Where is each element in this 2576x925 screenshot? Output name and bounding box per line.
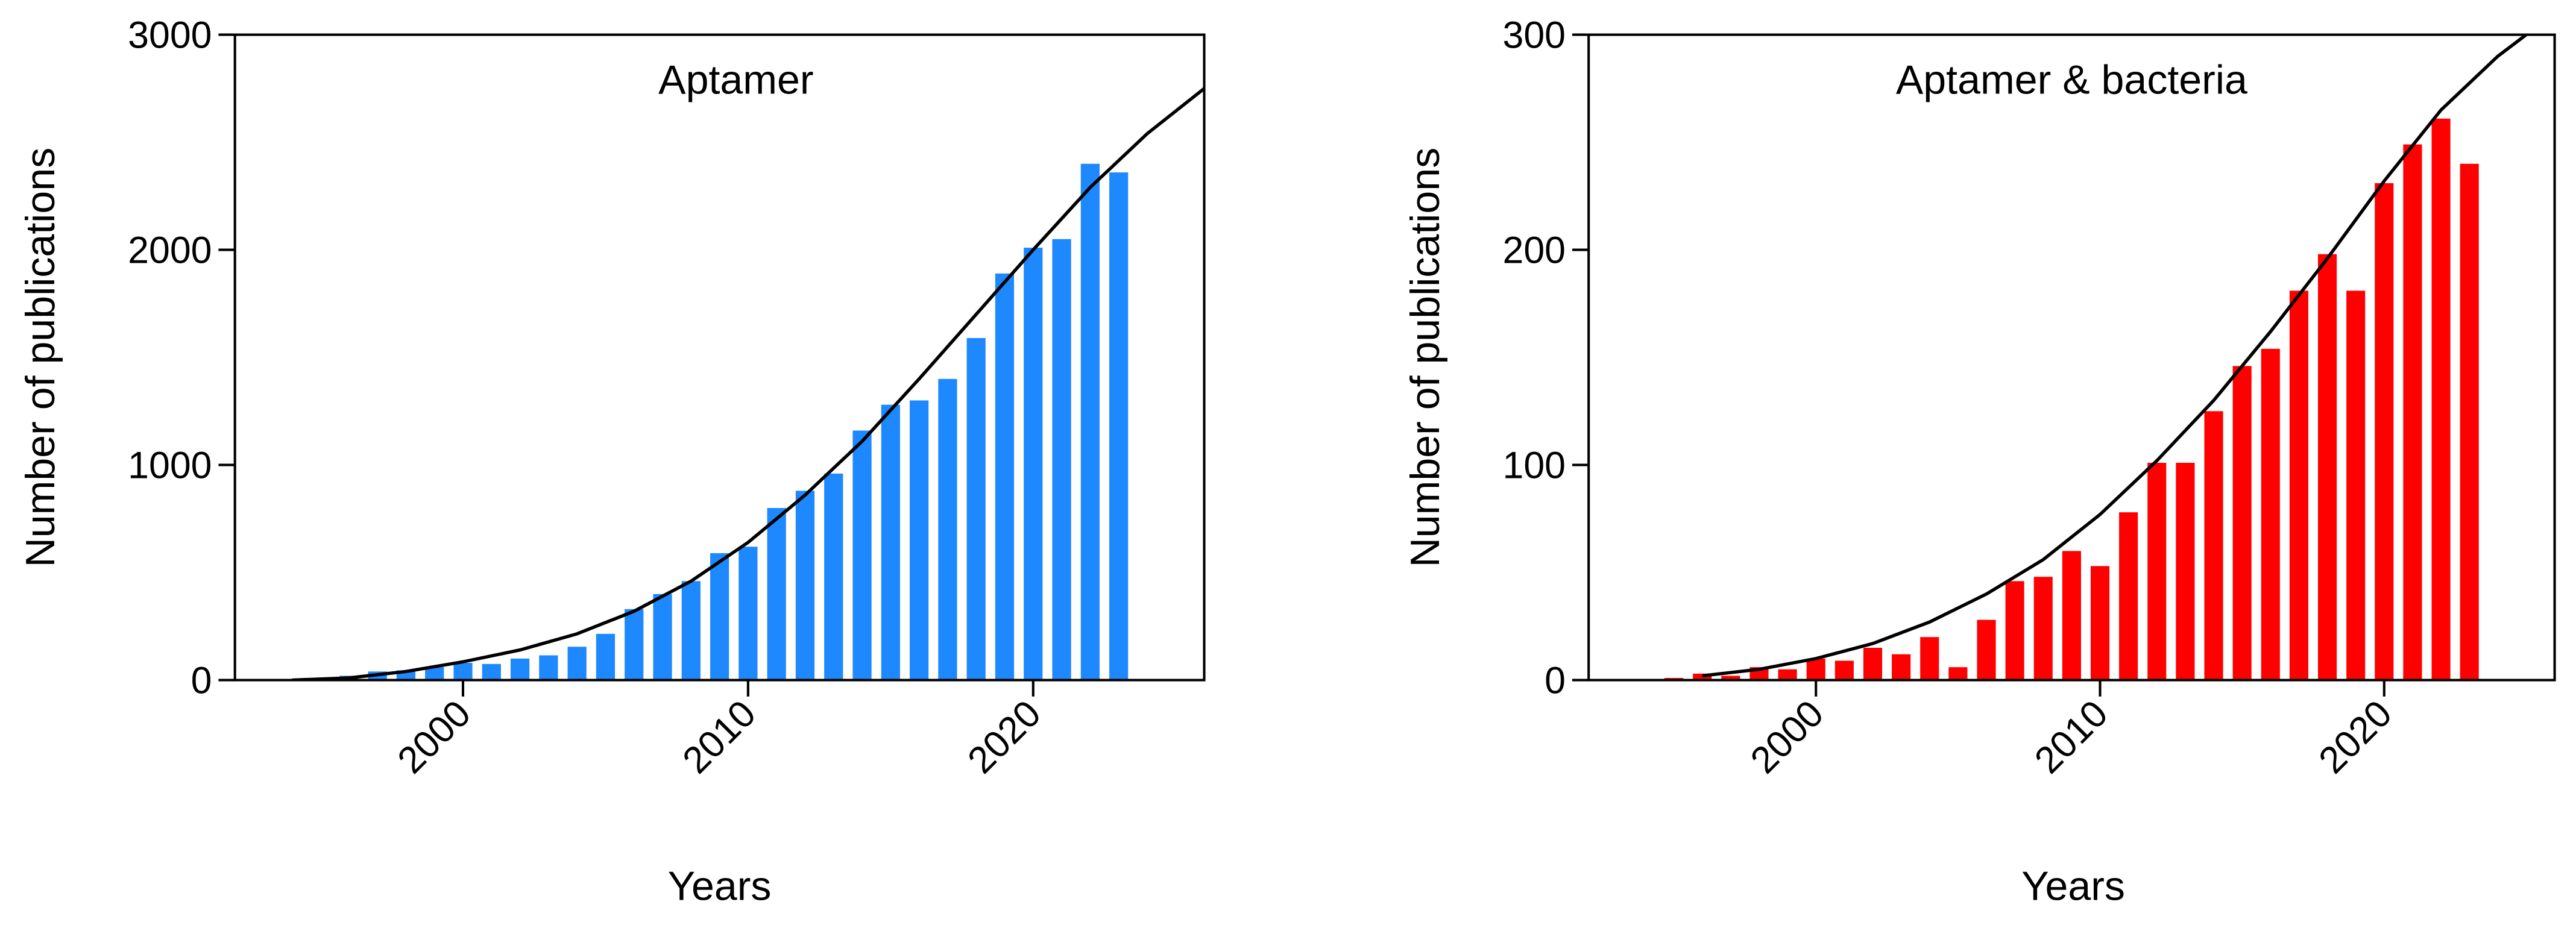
y-tick-label: 200	[1502, 229, 1566, 271]
bar	[653, 594, 672, 680]
bar	[2317, 254, 2337, 680]
bar	[2090, 566, 2110, 680]
bar	[795, 491, 815, 680]
bar	[1892, 654, 1911, 680]
bar	[2062, 551, 2081, 680]
x-axis-label: Years	[668, 864, 772, 909]
bar	[539, 655, 558, 680]
bar	[738, 547, 758, 680]
bar	[2176, 463, 2195, 680]
plot-title: Aptamer	[658, 57, 813, 103]
plot: 0 1000 2000 3000 2000 2010 2020 Aptamer Years Num…	[17, 14, 1206, 909]
bar	[2431, 118, 2451, 680]
bar	[2403, 144, 2422, 680]
bar	[881, 404, 900, 680]
bar	[1920, 637, 1939, 680]
bar	[767, 507, 786, 680]
y-axis-label: Number of publications	[17, 148, 63, 568]
bar	[1863, 648, 1883, 680]
bar	[453, 663, 473, 680]
bar	[966, 337, 986, 680]
bar	[938, 378, 957, 680]
bar	[995, 273, 1015, 680]
y-tick-label: 3000	[128, 14, 212, 56]
x-tick-label: 2010	[2027, 692, 2116, 782]
bar	[1052, 239, 1071, 680]
bar	[1806, 658, 1825, 680]
x-axis-label: Years	[2021, 864, 2125, 909]
bar	[625, 609, 644, 680]
y-tick-label: 0	[1545, 659, 1566, 701]
bar	[2119, 512, 2138, 680]
bar	[2261, 348, 2280, 680]
bar	[567, 647, 587, 680]
bar	[2204, 411, 2223, 680]
bar	[2147, 463, 2167, 680]
bar	[1024, 248, 1043, 680]
bar	[1977, 619, 1996, 680]
bar	[2346, 290, 2366, 680]
fit-line	[292, 87, 1205, 680]
y-tick-label: 300	[1502, 14, 1566, 56]
y-axis-label: Number of publications	[1402, 148, 1448, 568]
bar	[2375, 183, 2394, 680]
x-tick-label: 2000	[389, 692, 479, 782]
bar	[681, 581, 701, 680]
bar	[2232, 366, 2252, 680]
y-tick-label: 100	[1502, 444, 1566, 486]
bar	[1834, 660, 1854, 680]
bar	[824, 473, 843, 680]
y-tick-label: 0	[191, 659, 212, 701]
bar	[425, 667, 444, 680]
bar	[710, 553, 729, 680]
bar	[852, 430, 872, 680]
frame	[233, 33, 1206, 682]
bar	[482, 663, 501, 680]
bar	[910, 400, 929, 680]
bar	[1693, 673, 1712, 680]
x-tick-label: 2020	[960, 692, 1049, 782]
bar	[596, 633, 616, 680]
x-tick-label: 2000	[1742, 692, 1831, 782]
frame	[1587, 33, 2556, 682]
x-tick-label: 2010	[675, 692, 764, 782]
bar	[2460, 163, 2479, 680]
bar	[1721, 676, 1740, 680]
bar	[2005, 581, 2024, 680]
bar	[1080, 163, 1100, 680]
fit-line	[1702, 34, 2528, 678]
bar	[1778, 669, 1797, 680]
bar	[1948, 667, 1968, 680]
bar	[2033, 577, 2053, 680]
bar	[510, 658, 530, 680]
x-tick-label: 2020	[2311, 692, 2400, 782]
y-tick-label: 1000	[128, 444, 212, 486]
plot: 0 100 200 300 2000 2010 2020 Aptamer & bacteria…	[1402, 14, 2556, 909]
plot-title: Aptamer & bacteria	[1896, 57, 2247, 103]
bar	[1109, 172, 1129, 680]
y-tick-label: 2000	[128, 229, 212, 271]
bar	[2289, 290, 2308, 680]
